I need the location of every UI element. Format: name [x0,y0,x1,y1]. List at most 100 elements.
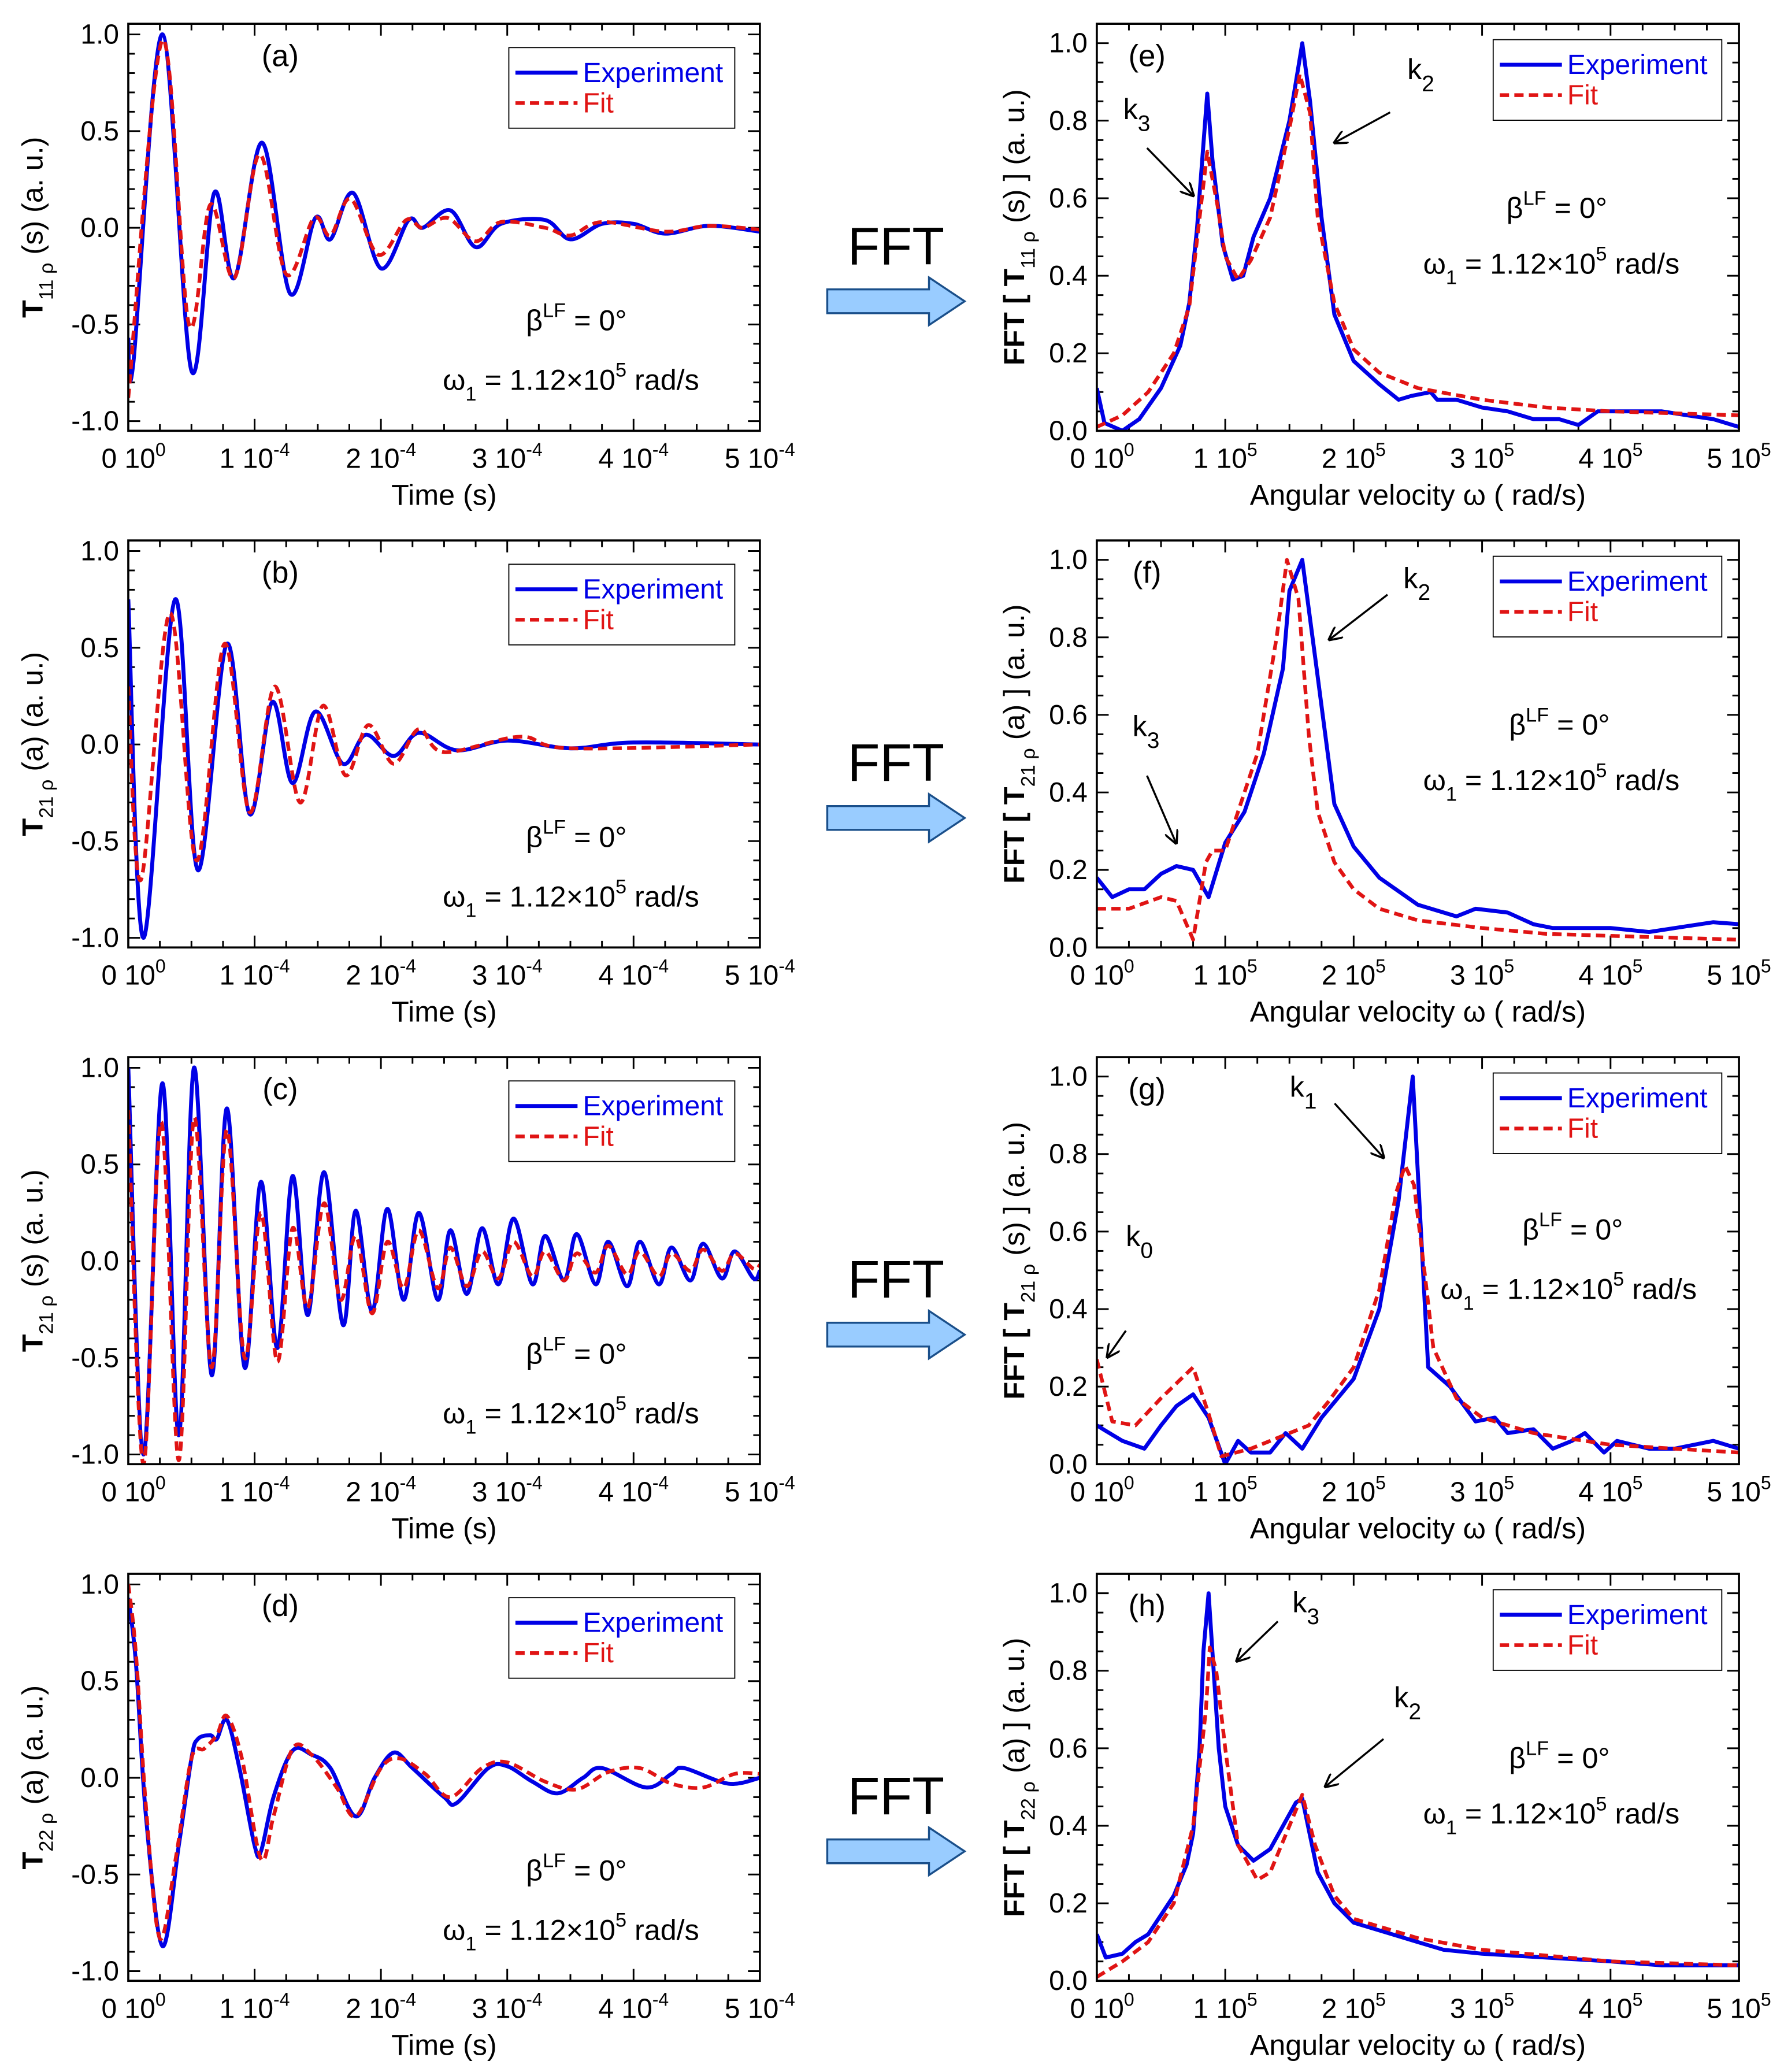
y-tick-label: 1.0 [1049,1578,1088,1609]
x-tick-label: 2 105 [1322,956,1386,991]
beta-superscript: LF [1526,704,1549,726]
peak-label-k2: k2 [1394,1681,1421,1725]
y-axis-label: T11 ρ (s) (a. u.) [16,137,57,318]
x-axis-label: Time (s) [391,1511,496,1544]
peak-k: k [1407,53,1422,86]
legend-box [508,1080,736,1162]
tick-exponent: -4 [400,439,416,460]
beta-value: = 0° [566,1854,626,1886]
tick-base: 3 10 [1450,443,1504,474]
beta-value: = 0° [566,1337,626,1370]
x-tick-label: 1 10-4 [220,1989,290,2025]
plot-area [128,1065,760,1465]
peak-label-k0: k0 [1126,1220,1153,1263]
x-tick-label: 0 100 [102,439,166,475]
y-label-subscript: 11 ρ [36,263,58,301]
peak-k: k [1126,1220,1141,1252]
omega-unit: rad/s [1607,1797,1680,1830]
tick-base: 4 10 [1578,443,1632,474]
fft-transform-arrow: FFT [826,1250,967,1361]
y-tick-label: 0.0 [80,1763,119,1793]
tick-exponent: 5 [1633,1473,1643,1493]
x-tick-label: 2 10-4 [346,1473,416,1508]
y-tick-label: 1.0 [80,1052,119,1083]
omega-exponent: 5 [615,876,626,898]
y-tick-label: -1.0 [71,406,119,437]
peak-k: k [1403,561,1418,594]
y-tick-label: 0.0 [1049,1966,1088,1996]
plot-frame [1096,1573,1740,1982]
beta-annotation: βLF = 0° [1507,187,1607,224]
tick-exponent: 5 [1761,956,1771,977]
omega-symbol: ω [443,363,465,396]
y-label-subscript: 22 ρ [1017,1781,1039,1820]
y-tick-label: 1.0 [1049,1062,1088,1092]
tick-exponent: -4 [778,1473,795,1493]
tick-base: 1 10 [1193,1993,1247,2024]
omega-subscript: 1 [1446,1817,1457,1839]
fit-series-line [128,38,760,398]
peak-label-k3: k3 [1133,709,1160,753]
tick-exponent: -4 [652,439,669,460]
beta-annotation: βLF = 0° [526,300,626,337]
fft-label: FFT [848,733,945,792]
panel-label: (g) [1129,1072,1166,1106]
tick-exponent: 0 [155,956,166,977]
panel-g: 0 100 1 105 2 105 3 105 4 105 5 1051.00.80.60… [997,1056,1771,1544]
y-tick-label: 0.8 [1049,1656,1088,1686]
peak-arrow [1329,594,1388,640]
tick-base: 0 10 [102,443,155,474]
legend-experiment-label: Experiment [583,574,723,605]
tick-base: 0 10 [102,1993,155,2024]
omega-annotation: ω1 = 1.12×105 rad/s [1423,759,1680,805]
legend-experiment-label: Experiment [583,1608,723,1639]
y-label-main: T [16,300,49,318]
plot-frame [1096,1056,1740,1466]
x-tick-label: 3 105 [1450,1989,1514,2025]
right-arrow-icon [826,1309,967,1361]
y-tick-label: 1.0 [80,20,119,50]
y-tick-label: -1.0 [71,923,119,954]
tick-exponent: -4 [400,1473,416,1493]
fit-series-line [128,1584,760,1941]
tick-exponent: -4 [400,1989,416,2010]
right-arrow-icon [826,1825,967,1877]
peak-subscript: 2 [1418,580,1430,605]
tick-exponent: 5 [1375,1989,1386,2010]
beta-value: = 0° [1549,1741,1609,1774]
omega-exponent: 5 [1596,243,1607,265]
beta-symbol: β [526,304,543,337]
tick-exponent: 0 [155,439,166,460]
legend-experiment-label: Experiment [583,58,723,88]
tick-exponent: 0 [1124,956,1134,977]
y-axis-label: FFT [ T21 ρ (a) ] (a. u.) [997,605,1039,884]
peak-k: k [1290,1070,1305,1103]
y-tick-label: 0.2 [1049,1888,1088,1919]
peak-subscript: 3 [1307,1604,1319,1629]
fit-series-line [1096,1645,1740,1979]
beta-superscript: LF [543,1333,566,1355]
tick-base: 0 10 [1070,443,1123,474]
tick-base: 1 10 [1193,443,1247,474]
tick-base: 1 10 [220,1993,273,2024]
panel-a: 0 100 1 10-4 2 10-4 3 10-4 4 10-4 5 10-41.00.… [16,20,967,511]
fit-series-line [128,1110,760,1465]
peak-arrow [1334,111,1391,143]
y-label-rest: (s) (a. u.) [16,137,49,263]
omega-unit: rad/s [626,1913,699,1946]
y-tick-label: 0.0 [1049,416,1088,446]
tick-exponent: -4 [273,1473,290,1493]
omega-value: = 1.12×10 [1457,1797,1596,1830]
tick-exponent: -4 [778,1989,795,2010]
peak-label-k2: k2 [1407,53,1434,97]
plot-area [128,597,760,940]
y-tick-label: 0.4 [1049,261,1088,291]
omega-symbol: ω [1423,1797,1446,1830]
y-tick-label: 0.5 [80,633,119,664]
legend-experiment-label: Experiment [1567,566,1708,597]
y-label-subscript: 21 ρ [1017,748,1039,787]
plot-frame [127,23,761,432]
plot-frame [127,1056,761,1466]
omega-subscript: 1 [1463,1292,1474,1314]
